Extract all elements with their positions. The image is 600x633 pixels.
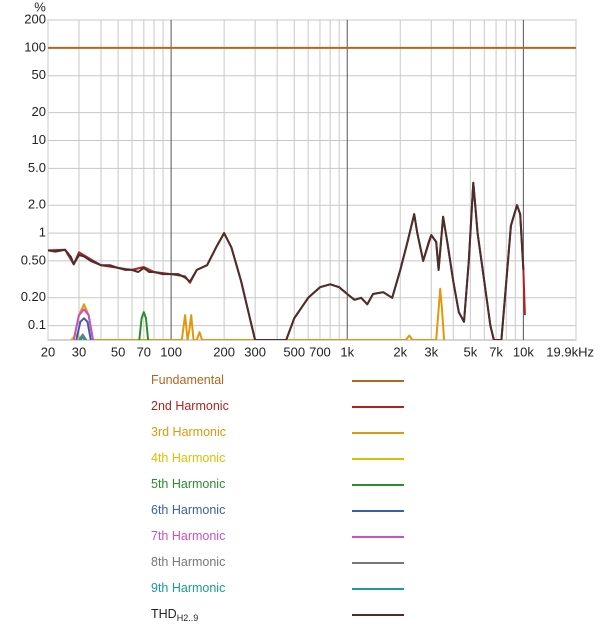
y-tick-label: 0.50 [21, 252, 46, 267]
y-tick-label: 2.0 [28, 197, 46, 212]
legend-name: 6th Harmonic [151, 503, 225, 517]
plot-lines [48, 46, 576, 340]
x-tick-label: 30 [72, 344, 86, 359]
x-tick-label: 3k [424, 344, 438, 359]
legend-name: 3rd Harmonic [151, 425, 226, 439]
legend-name: 8th Harmonic [151, 555, 225, 569]
legend-label: 2nd Harmonic [151, 399, 229, 413]
x-tick-label: 2k [393, 344, 407, 359]
series-line [79, 336, 86, 340]
y-tick-label: 10 [32, 132, 46, 147]
series-line [138, 311, 150, 340]
series-line [78, 333, 88, 340]
x-tick-label: 5k [463, 344, 477, 359]
x-tick-label: 200 [213, 344, 235, 359]
y-axis-label: % [34, 0, 46, 14]
legend-label: THDH2..9 [151, 607, 198, 623]
x-tick-label: 7k [489, 344, 503, 359]
legend-label: 9th Harmonic [151, 581, 225, 595]
x-tick-label: 300 [244, 344, 266, 359]
legend-label: 4th Harmonic [151, 451, 225, 465]
y-tick-label: 5.0 [28, 160, 46, 175]
legend-label: 5th Harmonic [151, 477, 225, 491]
x-tick-label: 100 [160, 344, 182, 359]
y-tick-label: 50 [32, 67, 46, 82]
x-tick-label: 19.9kHz [546, 344, 594, 359]
series-line [48, 181, 525, 340]
legend-name: 2nd Harmonic [151, 399, 229, 413]
y-tick-label: 0.1 [28, 317, 46, 332]
legend-name: 5th Harmonic [151, 477, 225, 491]
series-line [75, 317, 92, 340]
legend-label: 3rd Harmonic [151, 425, 226, 439]
legend-label: Fundamental [151, 373, 224, 387]
x-tick-label: 20 [41, 344, 55, 359]
x-tick-label: 10k [513, 344, 534, 359]
legend-label: 6th Harmonic [151, 503, 225, 517]
x-tick-label: 50 [111, 344, 125, 359]
legend-name: 7th Harmonic [151, 529, 225, 543]
legend-label: 7th Harmonic [151, 529, 225, 543]
y-tick-label: 0.20 [21, 289, 46, 304]
x-tick-label: 1k [340, 344, 354, 359]
y-tick-label: 200 [24, 11, 46, 26]
legend-label: 8th Harmonic [151, 555, 225, 569]
legend-name: THD [151, 607, 177, 621]
series-line [72, 308, 94, 340]
y-tick-label: 20 [32, 104, 46, 119]
legend-subscript: H2..9 [177, 613, 199, 623]
x-tick-label: 500 [283, 344, 305, 359]
plot-area [47, 19, 577, 341]
x-tick-label: 70 [137, 344, 151, 359]
y-tick-label: 100 [24, 39, 46, 54]
y-tick-label: 1 [39, 225, 46, 240]
legend-name: Fundamental [151, 373, 224, 387]
legend-name: 4th Harmonic [151, 451, 225, 465]
x-tick-label: 700 [309, 344, 331, 359]
legend-name: 9th Harmonic [151, 581, 225, 595]
